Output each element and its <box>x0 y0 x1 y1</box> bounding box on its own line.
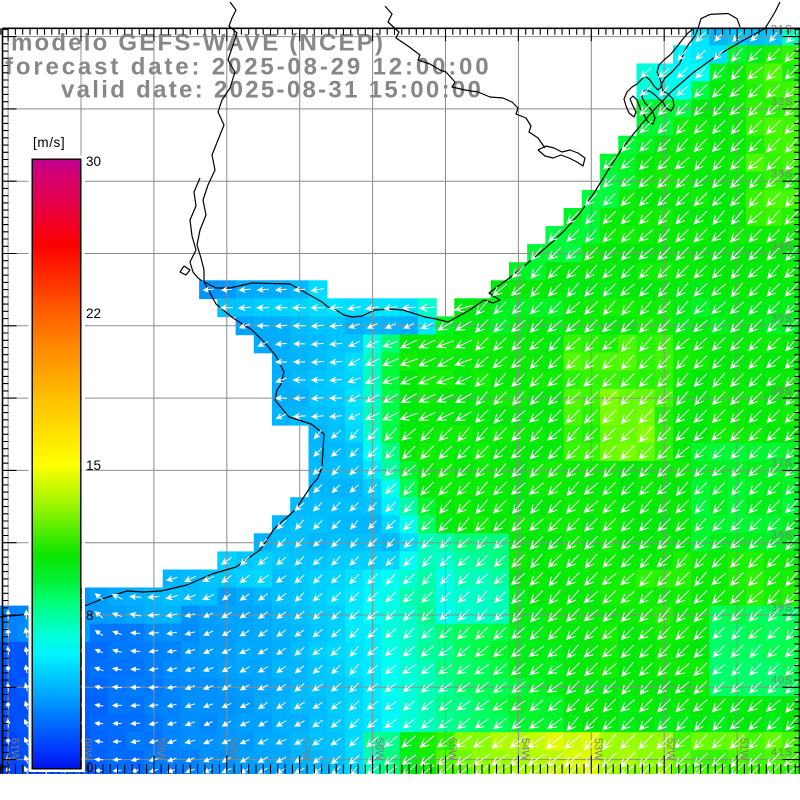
svg-text:8: 8 <box>86 608 94 623</box>
svg-text:32S: 32S <box>771 96 793 108</box>
svg-text:35S: 35S <box>771 313 793 325</box>
svg-text:valid date: 2025-08-31 15:00:0: valid date: 2025-08-31 15:00:00 <box>61 77 483 104</box>
svg-text:51W: 51W <box>738 738 750 761</box>
svg-text:forecast date: 2025-08-29 12:0: forecast date: 2025-08-29 12:00:00 <box>5 53 491 80</box>
svg-text:36S: 36S <box>771 385 793 397</box>
svg-text:34S: 34S <box>771 241 793 253</box>
svg-text:39S: 39S <box>771 602 793 614</box>
svg-text:30: 30 <box>86 154 101 169</box>
svg-text:[m/s]: [m/s] <box>33 135 65 150</box>
svg-text:40S: 40S <box>771 674 793 686</box>
svg-text:38S: 38S <box>771 530 793 542</box>
svg-text:58W: 58W <box>227 738 239 761</box>
svg-text:33S: 33S <box>771 168 793 180</box>
svg-text:41S: 41S <box>771 747 793 759</box>
svg-text:37S: 37S <box>771 457 793 469</box>
svg-text:53W: 53W <box>592 738 604 761</box>
svg-text:56W: 56W <box>373 738 385 761</box>
svg-text:modelo GEFS-WAVE (NCEP): modelo GEFS-WAVE (NCEP) <box>11 30 385 57</box>
svg-text:31S: 31S <box>771 24 793 36</box>
svg-text:0: 0 <box>86 760 94 775</box>
svg-text:52W: 52W <box>665 738 677 761</box>
svg-text:55W: 55W <box>446 738 458 761</box>
svg-text:61W: 61W <box>9 738 21 761</box>
svg-text:54W: 54W <box>519 738 531 761</box>
svg-text:59W: 59W <box>154 738 166 761</box>
svg-text:22: 22 <box>86 306 101 321</box>
svg-text:57W: 57W <box>300 738 312 761</box>
svg-text:15: 15 <box>86 458 101 473</box>
